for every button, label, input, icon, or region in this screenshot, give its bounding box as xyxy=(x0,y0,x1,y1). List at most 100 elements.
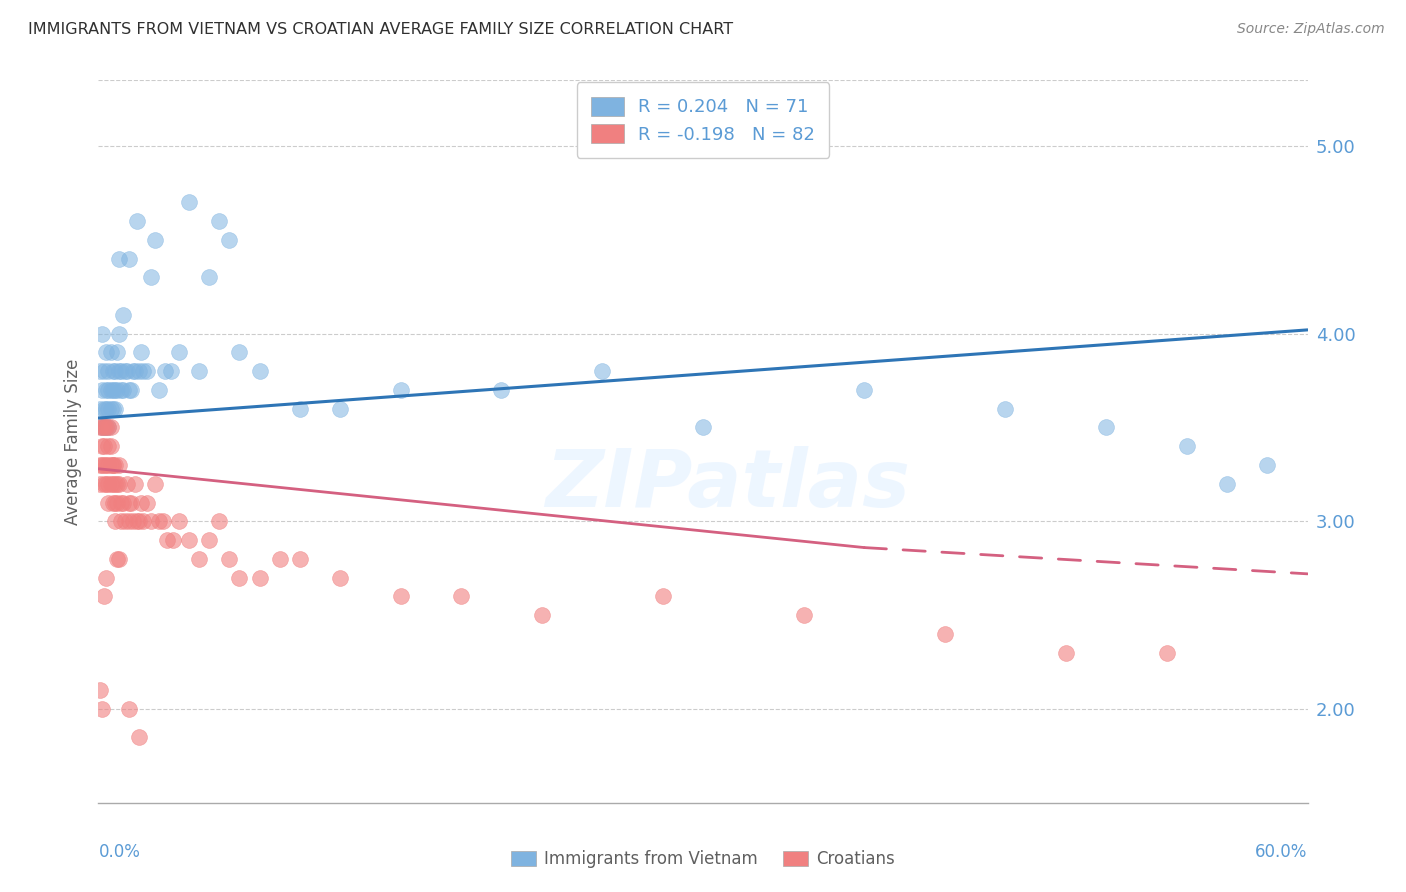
Point xyxy=(100,476,122,491)
Point xyxy=(218,551,240,566)
Point xyxy=(103,514,125,528)
Point xyxy=(107,326,129,341)
Point xyxy=(97,458,120,472)
Point xyxy=(103,458,125,472)
Point xyxy=(1095,420,1118,434)
Point xyxy=(100,383,122,397)
Point xyxy=(1175,439,1198,453)
Point xyxy=(93,420,115,434)
Point xyxy=(100,458,122,472)
Point xyxy=(101,364,124,378)
Point xyxy=(152,514,174,528)
Point xyxy=(450,590,472,604)
Point xyxy=(994,401,1017,416)
Point xyxy=(162,533,184,547)
Point xyxy=(124,476,146,491)
Point xyxy=(93,476,115,491)
Point xyxy=(103,476,125,491)
Point xyxy=(93,439,115,453)
Point xyxy=(591,364,613,378)
Point xyxy=(132,364,155,378)
Point xyxy=(96,458,118,472)
Point xyxy=(97,476,120,491)
Point xyxy=(111,383,134,397)
Legend: R = 0.204   N = 71, R = -0.198   N = 82: R = 0.204 N = 71, R = -0.198 N = 82 xyxy=(576,82,830,158)
Point xyxy=(97,364,120,378)
Text: 60.0%: 60.0% xyxy=(1256,843,1308,861)
Point xyxy=(96,571,118,585)
Point xyxy=(692,420,714,434)
Point xyxy=(93,590,115,604)
Point xyxy=(105,383,128,397)
Point xyxy=(114,364,136,378)
Point xyxy=(89,401,111,416)
Point xyxy=(132,514,155,528)
Text: Source: ZipAtlas.com: Source: ZipAtlas.com xyxy=(1237,22,1385,37)
Point xyxy=(93,401,115,416)
Point xyxy=(89,364,111,378)
Point xyxy=(329,401,352,416)
Point xyxy=(107,252,129,266)
Point xyxy=(118,252,141,266)
Point xyxy=(218,233,240,247)
Point xyxy=(105,551,128,566)
Point xyxy=(129,495,152,509)
Y-axis label: Average Family Size: Average Family Size xyxy=(65,359,83,524)
Text: 0.0%: 0.0% xyxy=(98,843,141,861)
Point xyxy=(96,476,118,491)
Point xyxy=(288,551,311,566)
Point xyxy=(128,514,150,528)
Point xyxy=(110,495,132,509)
Point xyxy=(249,571,271,585)
Point xyxy=(128,730,150,744)
Point xyxy=(107,364,129,378)
Point xyxy=(120,495,142,509)
Text: IMMIGRANTS FROM VIETNAM VS CROATIAN AVERAGE FAMILY SIZE CORRELATION CHART: IMMIGRANTS FROM VIETNAM VS CROATIAN AVER… xyxy=(28,22,734,37)
Point xyxy=(111,495,134,509)
Point xyxy=(153,364,176,378)
Point xyxy=(129,345,152,359)
Point xyxy=(101,401,124,416)
Point xyxy=(115,364,138,378)
Point xyxy=(93,364,115,378)
Point xyxy=(91,702,114,716)
Point xyxy=(91,439,114,453)
Point xyxy=(121,364,143,378)
Point xyxy=(110,383,132,397)
Point xyxy=(97,420,120,434)
Point xyxy=(135,364,157,378)
Point xyxy=(91,383,114,397)
Point xyxy=(93,420,115,434)
Point xyxy=(100,439,122,453)
Point xyxy=(97,495,120,509)
Point xyxy=(118,702,141,716)
Point xyxy=(249,364,271,378)
Point xyxy=(934,627,956,641)
Point xyxy=(118,514,141,528)
Point xyxy=(97,383,120,397)
Point xyxy=(1054,646,1077,660)
Point xyxy=(100,420,122,434)
Point xyxy=(389,383,412,397)
Point xyxy=(100,345,122,359)
Point xyxy=(228,345,250,359)
Point xyxy=(89,458,111,472)
Point xyxy=(107,551,129,566)
Point xyxy=(198,533,221,547)
Point xyxy=(97,420,120,434)
Point xyxy=(530,608,553,623)
Point xyxy=(111,308,134,322)
Point xyxy=(103,401,125,416)
Point xyxy=(288,401,311,416)
Point xyxy=(101,458,124,472)
Point xyxy=(105,495,128,509)
Point xyxy=(103,383,125,397)
Point xyxy=(148,514,170,528)
Point xyxy=(853,383,876,397)
Point xyxy=(793,608,815,623)
Point xyxy=(107,458,129,472)
Legend: Immigrants from Vietnam, Croatians: Immigrants from Vietnam, Croatians xyxy=(505,844,901,875)
Point xyxy=(118,383,141,397)
Point xyxy=(269,551,291,566)
Point xyxy=(139,270,162,285)
